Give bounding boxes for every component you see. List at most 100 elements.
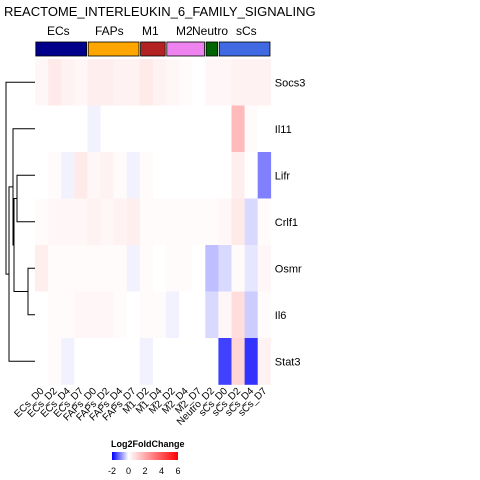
group-bar bbox=[140, 41, 166, 57]
heatmap-cell bbox=[126, 291, 141, 339]
heatmap-cell bbox=[257, 198, 272, 246]
heatmap-cell bbox=[244, 245, 258, 292]
heatmap-cell bbox=[113, 198, 127, 246]
group-label: M2 bbox=[176, 24, 193, 38]
heatmap-cell bbox=[113, 338, 127, 385]
heatmap-cell bbox=[166, 291, 180, 339]
heatmap-cell bbox=[74, 245, 88, 292]
heatmap-cell bbox=[48, 291, 62, 339]
heatmap-cell bbox=[113, 291, 127, 339]
heatmap-cell bbox=[87, 59, 101, 106]
heatmap-cell bbox=[139, 105, 154, 153]
heatmap-cell bbox=[231, 291, 245, 339]
heatmap-cell bbox=[100, 59, 114, 106]
row-label: Lifr bbox=[275, 170, 291, 182]
heatmap-cell bbox=[192, 338, 206, 385]
group-label: M1 bbox=[142, 24, 159, 38]
legend-tick-label: 4 bbox=[159, 466, 164, 476]
legend-tick-label: -2 bbox=[108, 466, 116, 476]
heatmap-cell bbox=[205, 105, 219, 153]
heatmap-cell bbox=[87, 338, 101, 385]
heatmap-cell bbox=[257, 245, 272, 292]
group-bar bbox=[35, 41, 87, 57]
heatmap-cell bbox=[257, 105, 272, 153]
heatmap-cell bbox=[179, 245, 193, 292]
heatmap-cell bbox=[166, 59, 180, 106]
legend-tick-label: 0 bbox=[126, 466, 131, 476]
heatmap-cell bbox=[113, 245, 127, 292]
heatmap-cell bbox=[48, 105, 62, 153]
heatmap-cell bbox=[205, 245, 219, 292]
group-label: Neutro bbox=[192, 24, 228, 38]
dendrogram-branch bbox=[13, 198, 28, 292]
heatmap-cell bbox=[166, 198, 180, 246]
heatmap-cell bbox=[139, 59, 154, 106]
heatmap-cell bbox=[205, 338, 219, 385]
legend-color-bar bbox=[112, 452, 178, 460]
heatmap-cell bbox=[87, 198, 101, 246]
heatmap-cell bbox=[218, 245, 232, 292]
heatmap-cell bbox=[126, 59, 141, 106]
heatmap-cell bbox=[218, 59, 232, 106]
heatmap-cell bbox=[192, 105, 206, 153]
heatmap-cell bbox=[152, 245, 167, 292]
group-label: ECs bbox=[47, 24, 70, 38]
heatmap-cell bbox=[35, 152, 49, 199]
heatmap-cell bbox=[231, 245, 245, 292]
heatmap-cell bbox=[152, 152, 167, 199]
chart-title: REACTOME_INTERLEUKIN_6_FAMILY_SIGNALING bbox=[4, 4, 316, 19]
row-label: Stat3 bbox=[275, 356, 301, 368]
heatmap-cell bbox=[113, 59, 127, 106]
heatmap-cell bbox=[257, 291, 272, 339]
group-bar bbox=[87, 41, 140, 57]
heatmap-cell bbox=[74, 152, 88, 199]
heatmap-cell bbox=[218, 198, 232, 246]
heatmap-cell bbox=[231, 152, 245, 199]
heatmap-cell bbox=[126, 105, 141, 153]
heatmap-cell bbox=[205, 198, 219, 246]
row-dendrogram bbox=[5, 81, 35, 362]
heatmap-cell bbox=[218, 291, 232, 339]
row-label: Il6 bbox=[275, 310, 287, 322]
heatmap-cell bbox=[179, 59, 193, 106]
heatmap-cell bbox=[35, 245, 49, 292]
heatmap-cell bbox=[87, 105, 101, 153]
legend-tick-label: 2 bbox=[142, 466, 147, 476]
group-bar bbox=[205, 41, 219, 57]
heatmap-cell bbox=[192, 59, 206, 106]
legend-tick-label: 6 bbox=[175, 466, 180, 476]
heatmap-cell bbox=[126, 338, 141, 385]
heatmap-cell bbox=[139, 198, 154, 246]
heatmap-cell bbox=[48, 245, 62, 292]
color-legend: Log2FoldChange -2 0 2 4 6 bbox=[108, 439, 185, 476]
group-label: sCs bbox=[236, 24, 257, 38]
heatmap-cell bbox=[74, 105, 88, 153]
heatmap-cell bbox=[48, 152, 62, 199]
row-labels: Socs3 Il11 Lifr Crlf1 Osmr Il6 Stat3 bbox=[275, 77, 306, 368]
heatmap-cell bbox=[100, 245, 114, 292]
heatmap-cell bbox=[244, 338, 258, 385]
heatmap-cell bbox=[179, 338, 193, 385]
heatmap-cell bbox=[152, 291, 167, 339]
heatmap-cell bbox=[205, 291, 219, 339]
heatmap-cell bbox=[192, 291, 206, 339]
heatmap-cell bbox=[61, 198, 75, 246]
heatmap-cell bbox=[139, 152, 154, 199]
row-label: Crlf1 bbox=[275, 217, 298, 229]
heatmap-cell bbox=[152, 105, 167, 153]
heatmap-cell bbox=[152, 198, 167, 246]
heatmap-cell bbox=[192, 198, 206, 246]
heatmap-cell bbox=[61, 105, 75, 153]
column-labels: ECs_D0ECs_D2ECs_D4ECs_D7FAPs_D0FAPs_D2FA… bbox=[13, 386, 270, 428]
row-label: Osmr bbox=[275, 263, 302, 275]
heatmap-cell bbox=[166, 152, 180, 199]
heatmap-cell bbox=[35, 338, 49, 385]
heatmap-cell bbox=[113, 152, 127, 199]
heatmap-cell bbox=[152, 59, 167, 106]
heatmap-cell bbox=[166, 338, 180, 385]
group-annotation-bars: ECs FAPs M1 M2 Neutro sCs bbox=[35, 24, 271, 57]
heatmap-cell bbox=[74, 198, 88, 246]
heatmap-cell bbox=[205, 152, 219, 199]
heatmap-cell bbox=[192, 245, 206, 292]
